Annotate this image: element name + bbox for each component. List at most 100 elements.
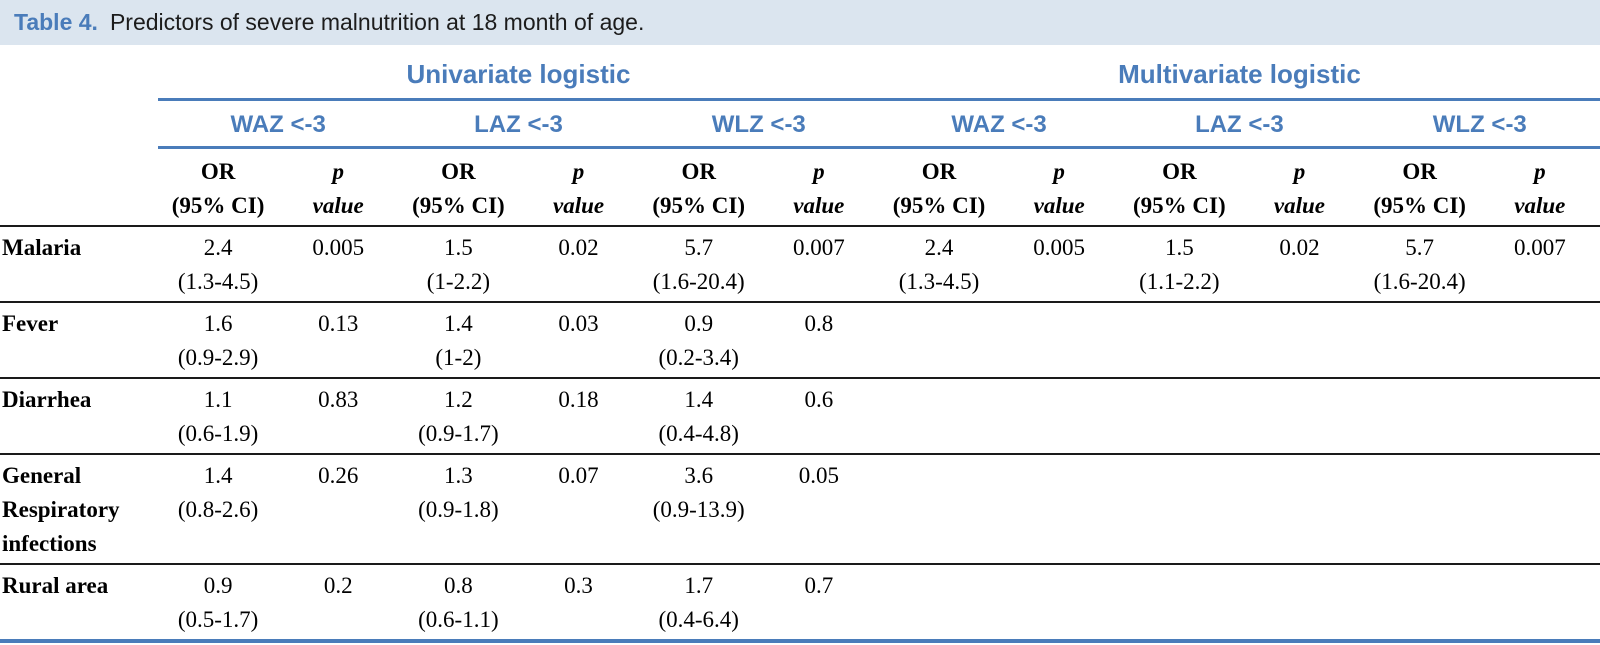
pvalue-cell xyxy=(999,454,1119,564)
row-label: General Respiratory infections xyxy=(2,463,120,556)
p-header-line1: p xyxy=(332,159,344,184)
predictors-table: Univariate logistic Multivariate logisti… xyxy=(0,45,1600,643)
pvalue-cell: 0.03 xyxy=(558,311,599,336)
or-value: 1.4 xyxy=(684,387,714,412)
pvalue-cell xyxy=(999,302,1119,378)
subgroup-header-laz-multi: LAZ <-3 xyxy=(1119,99,1360,149)
table-number: Table 4. xyxy=(14,9,98,35)
or-ci-cell: 1.2 (0.9-1.7) xyxy=(398,378,518,454)
p-header-line2: value xyxy=(312,193,364,218)
pvalue-cell xyxy=(1480,378,1600,454)
or-column-header: OR (95% CI) xyxy=(1119,147,1240,227)
corner-cell xyxy=(0,100,158,148)
or-column-header: OR (95% CI) xyxy=(878,147,1000,227)
row-label: Diarrhea xyxy=(2,387,92,412)
ci-value: (0.9-2.9) xyxy=(177,345,259,370)
pvalue-cell xyxy=(1239,302,1359,378)
measure-header-row: OR (95% CI) p value OR (95% CI) p value OR (95% C… xyxy=(0,147,1600,227)
ci-value: (0.9-13.9) xyxy=(652,497,745,522)
p-header-line2: value xyxy=(1514,193,1566,218)
subgroup-header-waz-multi: WAZ <-3 xyxy=(878,99,1120,149)
pvalue-cell: 0.26 xyxy=(318,463,359,488)
or-column-header: OR (95% CI) xyxy=(1359,147,1480,227)
data-row-malaria: Malaria 2.4 (1.3-4.5) 0.005 1.5 (1-2.2) 0.02 5.… xyxy=(0,226,1600,302)
or-header-line2: (95% CI) xyxy=(412,193,505,218)
row-label: Fever xyxy=(2,311,59,336)
pvalue-cell: 0.7 xyxy=(804,573,834,598)
ci-value: (0.2-3.4) xyxy=(658,345,739,370)
or-ci-cell: 1.6 (0.9-2.9) xyxy=(158,302,278,378)
ci-value: (0.8-2.6) xyxy=(177,497,259,522)
pvalue-cell: 0.02 xyxy=(1279,235,1320,260)
or-ci-cell xyxy=(879,378,999,454)
p-header-line1: p xyxy=(1053,159,1065,184)
or-header-line1: OR xyxy=(681,159,716,184)
ci-value: (0.5-1.7) xyxy=(177,607,259,632)
or-header-line1: OR xyxy=(1402,159,1437,184)
or-header-line2: (95% CI) xyxy=(1373,193,1466,218)
p-header-line2: value xyxy=(793,193,845,218)
ci-value: (0.9-1.7) xyxy=(418,421,499,446)
pvalue-cell: 0.07 xyxy=(558,463,599,488)
or-ci-cell: 1.7 (0.4-6.4) xyxy=(639,564,759,641)
or-ci-cell xyxy=(1119,378,1239,454)
pvalue-column-header: p value xyxy=(1239,147,1360,227)
pvalue-cell: 0.005 xyxy=(312,235,365,260)
ci-value: (0.4-6.4) xyxy=(658,607,739,632)
or-value: 5.7 xyxy=(1405,235,1435,260)
row-label: Rural area xyxy=(2,573,109,598)
or-ci-cell xyxy=(879,564,999,641)
ci-value: (1.3-4.5) xyxy=(177,269,259,294)
or-header-line1: OR xyxy=(441,159,476,184)
pvalue-cell: 0.83 xyxy=(318,387,359,412)
pvalue-cell: 0.3 xyxy=(564,573,593,598)
or-value: 1.7 xyxy=(684,573,714,598)
or-value: 5.7 xyxy=(684,235,714,260)
or-value: 0.9 xyxy=(203,573,233,598)
or-ci-cell xyxy=(1360,378,1480,454)
or-header-line1: OR xyxy=(921,159,957,184)
p-header-line1: p xyxy=(1293,159,1306,184)
p-header-line2: value xyxy=(552,193,605,218)
pvalue-cell xyxy=(1480,454,1600,564)
pvalue-column-header: p value xyxy=(1479,147,1600,227)
group-header-univariate: Univariate logistic xyxy=(158,45,879,101)
or-ci-cell xyxy=(1360,564,1480,641)
pvalue-cell: 0.02 xyxy=(558,235,599,260)
ci-value: (0.4-4.8) xyxy=(658,421,739,446)
or-header-line2: (95% CI) xyxy=(1133,193,1226,218)
or-ci-cell: 1.1 (0.6-1.9) xyxy=(158,378,278,454)
corner-cell xyxy=(0,45,158,100)
or-ci-cell: 5.7 (1.6-20.4) xyxy=(639,226,759,302)
pvalue-cell xyxy=(1480,302,1600,378)
pvalue-cell xyxy=(1480,564,1600,641)
pvalue-cell: 0.6 xyxy=(804,387,834,412)
subgroup-header-wlz-uni: WLZ <-3 xyxy=(638,99,879,149)
pvalue-cell xyxy=(999,378,1119,454)
data-row-diarrhea: Diarrhea 1.1 (0.6-1.9) 0.83 1.2 (0.9-1.7) 0.18… xyxy=(0,378,1600,454)
pvalue-cell xyxy=(1239,378,1359,454)
pvalue-cell: 0.007 xyxy=(1513,235,1566,260)
or-ci-cell: 0.8 (0.6-1.1) xyxy=(398,564,518,641)
or-value: 1.2 xyxy=(444,387,473,412)
or-ci-cell: 0.9 (0.2-3.4) xyxy=(639,302,759,378)
table-title: Predictors of severe malnutrition at 18 … xyxy=(109,9,645,35)
or-value: 1.6 xyxy=(203,311,233,336)
data-row-fever: Fever 1.6 (0.9-2.9) 0.13 1.4 (1-2) 0.03 0.9 (0.2… xyxy=(0,302,1600,378)
data-row-rural-area: Rural area 0.9 (0.5-1.7) 0.2 0.8 (0.6-1.1) 0.3… xyxy=(0,564,1600,641)
or-column-header: OR (95% CI) xyxy=(158,147,279,227)
or-value: 0.9 xyxy=(684,311,714,336)
subgroup-header-waz-uni: WAZ <-3 xyxy=(158,99,399,149)
or-ci-cell xyxy=(879,454,999,564)
pvalue-column-header: p value xyxy=(758,147,879,227)
ci-value: (1.3-4.5) xyxy=(898,269,980,294)
group-header-multivariate: Multivariate logistic xyxy=(878,45,1600,101)
p-header-line2: value xyxy=(1033,193,1085,218)
or-ci-cell xyxy=(879,302,999,378)
or-ci-cell: 2.4 (1.3-4.5) xyxy=(879,226,999,302)
or-value: 2.4 xyxy=(924,235,954,260)
or-value: 1.3 xyxy=(444,463,473,488)
or-value: 1.5 xyxy=(1164,235,1194,260)
group-header-row: Univariate logistic Multivariate logisti… xyxy=(0,45,1600,101)
pvalue-cell xyxy=(1239,454,1359,564)
